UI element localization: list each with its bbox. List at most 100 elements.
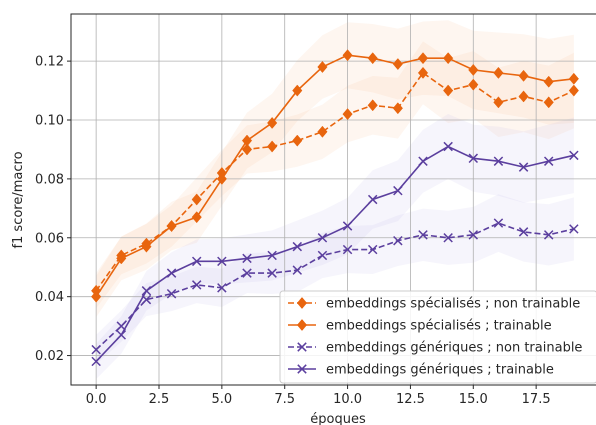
data-point (367, 52, 378, 65)
data-point (166, 268, 177, 278)
series-line (95, 71, 575, 292)
series-line (95, 222, 575, 351)
data-point (241, 143, 253, 156)
data-point (493, 66, 504, 79)
series-line (95, 145, 575, 362)
data-point (91, 344, 101, 355)
data-point (342, 244, 353, 255)
data-point (468, 63, 479, 76)
series-group (91, 49, 579, 367)
data-point (493, 96, 504, 109)
legend-box (279, 290, 596, 384)
y-axis-title: f1 score/macro (11, 151, 26, 248)
data-point (116, 252, 127, 265)
data-point (543, 156, 554, 166)
series-line-group (91, 141, 579, 367)
data-point (267, 140, 278, 153)
data-point (292, 265, 303, 275)
data-point (543, 230, 554, 240)
data-point (443, 84, 454, 97)
data-point (443, 233, 453, 243)
data-point (317, 233, 328, 243)
data-point (569, 150, 579, 161)
data-point (443, 52, 454, 65)
data-point (191, 211, 202, 224)
data-point (367, 194, 378, 205)
data-point (141, 286, 152, 296)
x-tick-label: 0.0 (86, 392, 107, 407)
x-axis: 0.0 2.5 5.0 7.5 10.0 12.5 15.0 17.5 (86, 385, 551, 407)
data-point (392, 58, 403, 71)
data-point (292, 134, 303, 147)
y-tick-label: 0.02 (35, 349, 64, 364)
x-tick-label: 15.0 (459, 392, 488, 407)
y-tick-label: 0.06 (35, 231, 64, 246)
data-point (393, 185, 403, 196)
data-point (367, 244, 378, 255)
data-point (568, 84, 579, 97)
data-point (468, 153, 479, 164)
data-point (141, 240, 152, 253)
y-axis: 0.02 0.04 0.06 0.08 0.10 0.12 (35, 55, 71, 364)
legend-label: embeddings génériques ; non trainable (326, 341, 582, 356)
data-point (468, 78, 479, 91)
data-point (91, 290, 102, 303)
data-point (543, 96, 554, 109)
legend-label: embeddings spécialisés ; trainable (326, 319, 552, 334)
legend-marker (296, 297, 308, 309)
data-point (292, 241, 303, 252)
data-point (216, 172, 227, 185)
data-point (568, 72, 579, 85)
series-band (96, 114, 574, 380)
x-axis-title: époques (310, 412, 366, 425)
data-point (417, 52, 429, 65)
data-point (518, 227, 529, 237)
data-point (342, 49, 353, 62)
data-point (569, 224, 579, 234)
data-point (242, 268, 252, 278)
data-point (543, 75, 554, 88)
data-point (392, 102, 403, 115)
data-point (342, 221, 353, 231)
data-point (493, 218, 504, 228)
legend: embeddings spécialisés ; non trainable em… (279, 290, 596, 384)
data-point (241, 134, 253, 147)
data-point (493, 156, 504, 166)
data-point (317, 250, 328, 261)
data-point (91, 356, 101, 367)
data-point (367, 99, 378, 112)
x-tick-label: 2.5 (149, 392, 170, 407)
data-point (191, 256, 202, 267)
data-point (217, 283, 227, 293)
x-tick-label: 17.5 (522, 392, 551, 407)
data-point (116, 330, 127, 340)
y-tick-label: 0.04 (35, 290, 64, 305)
legend-marker (297, 342, 307, 352)
data-point (292, 84, 303, 97)
data-point (518, 69, 529, 82)
data-point (191, 280, 202, 290)
data-point (417, 66, 429, 79)
plot-frame (70, 13, 596, 386)
y-tick-label: 0.12 (35, 55, 64, 70)
x-tick-label: 5.0 (212, 392, 233, 407)
data-point (518, 90, 529, 103)
x-tick-label: 12.5 (396, 392, 425, 407)
series-line-group (91, 49, 579, 303)
data-point (443, 141, 453, 152)
data-point (267, 250, 277, 261)
data-point (468, 230, 479, 240)
data-point (267, 268, 277, 278)
legend-label: embeddings spécialisés ; non trainable (326, 297, 580, 312)
data-point (166, 220, 177, 232)
data-point (242, 253, 252, 264)
legend-marker (297, 364, 307, 374)
series-band (96, 20, 574, 318)
legend-marker (296, 319, 308, 331)
data-point (217, 256, 227, 267)
x-tick-label: 7.5 (274, 392, 295, 407)
data-point (267, 116, 278, 129)
y-tick-label: 0.08 (35, 172, 64, 187)
data-point (317, 61, 328, 73)
